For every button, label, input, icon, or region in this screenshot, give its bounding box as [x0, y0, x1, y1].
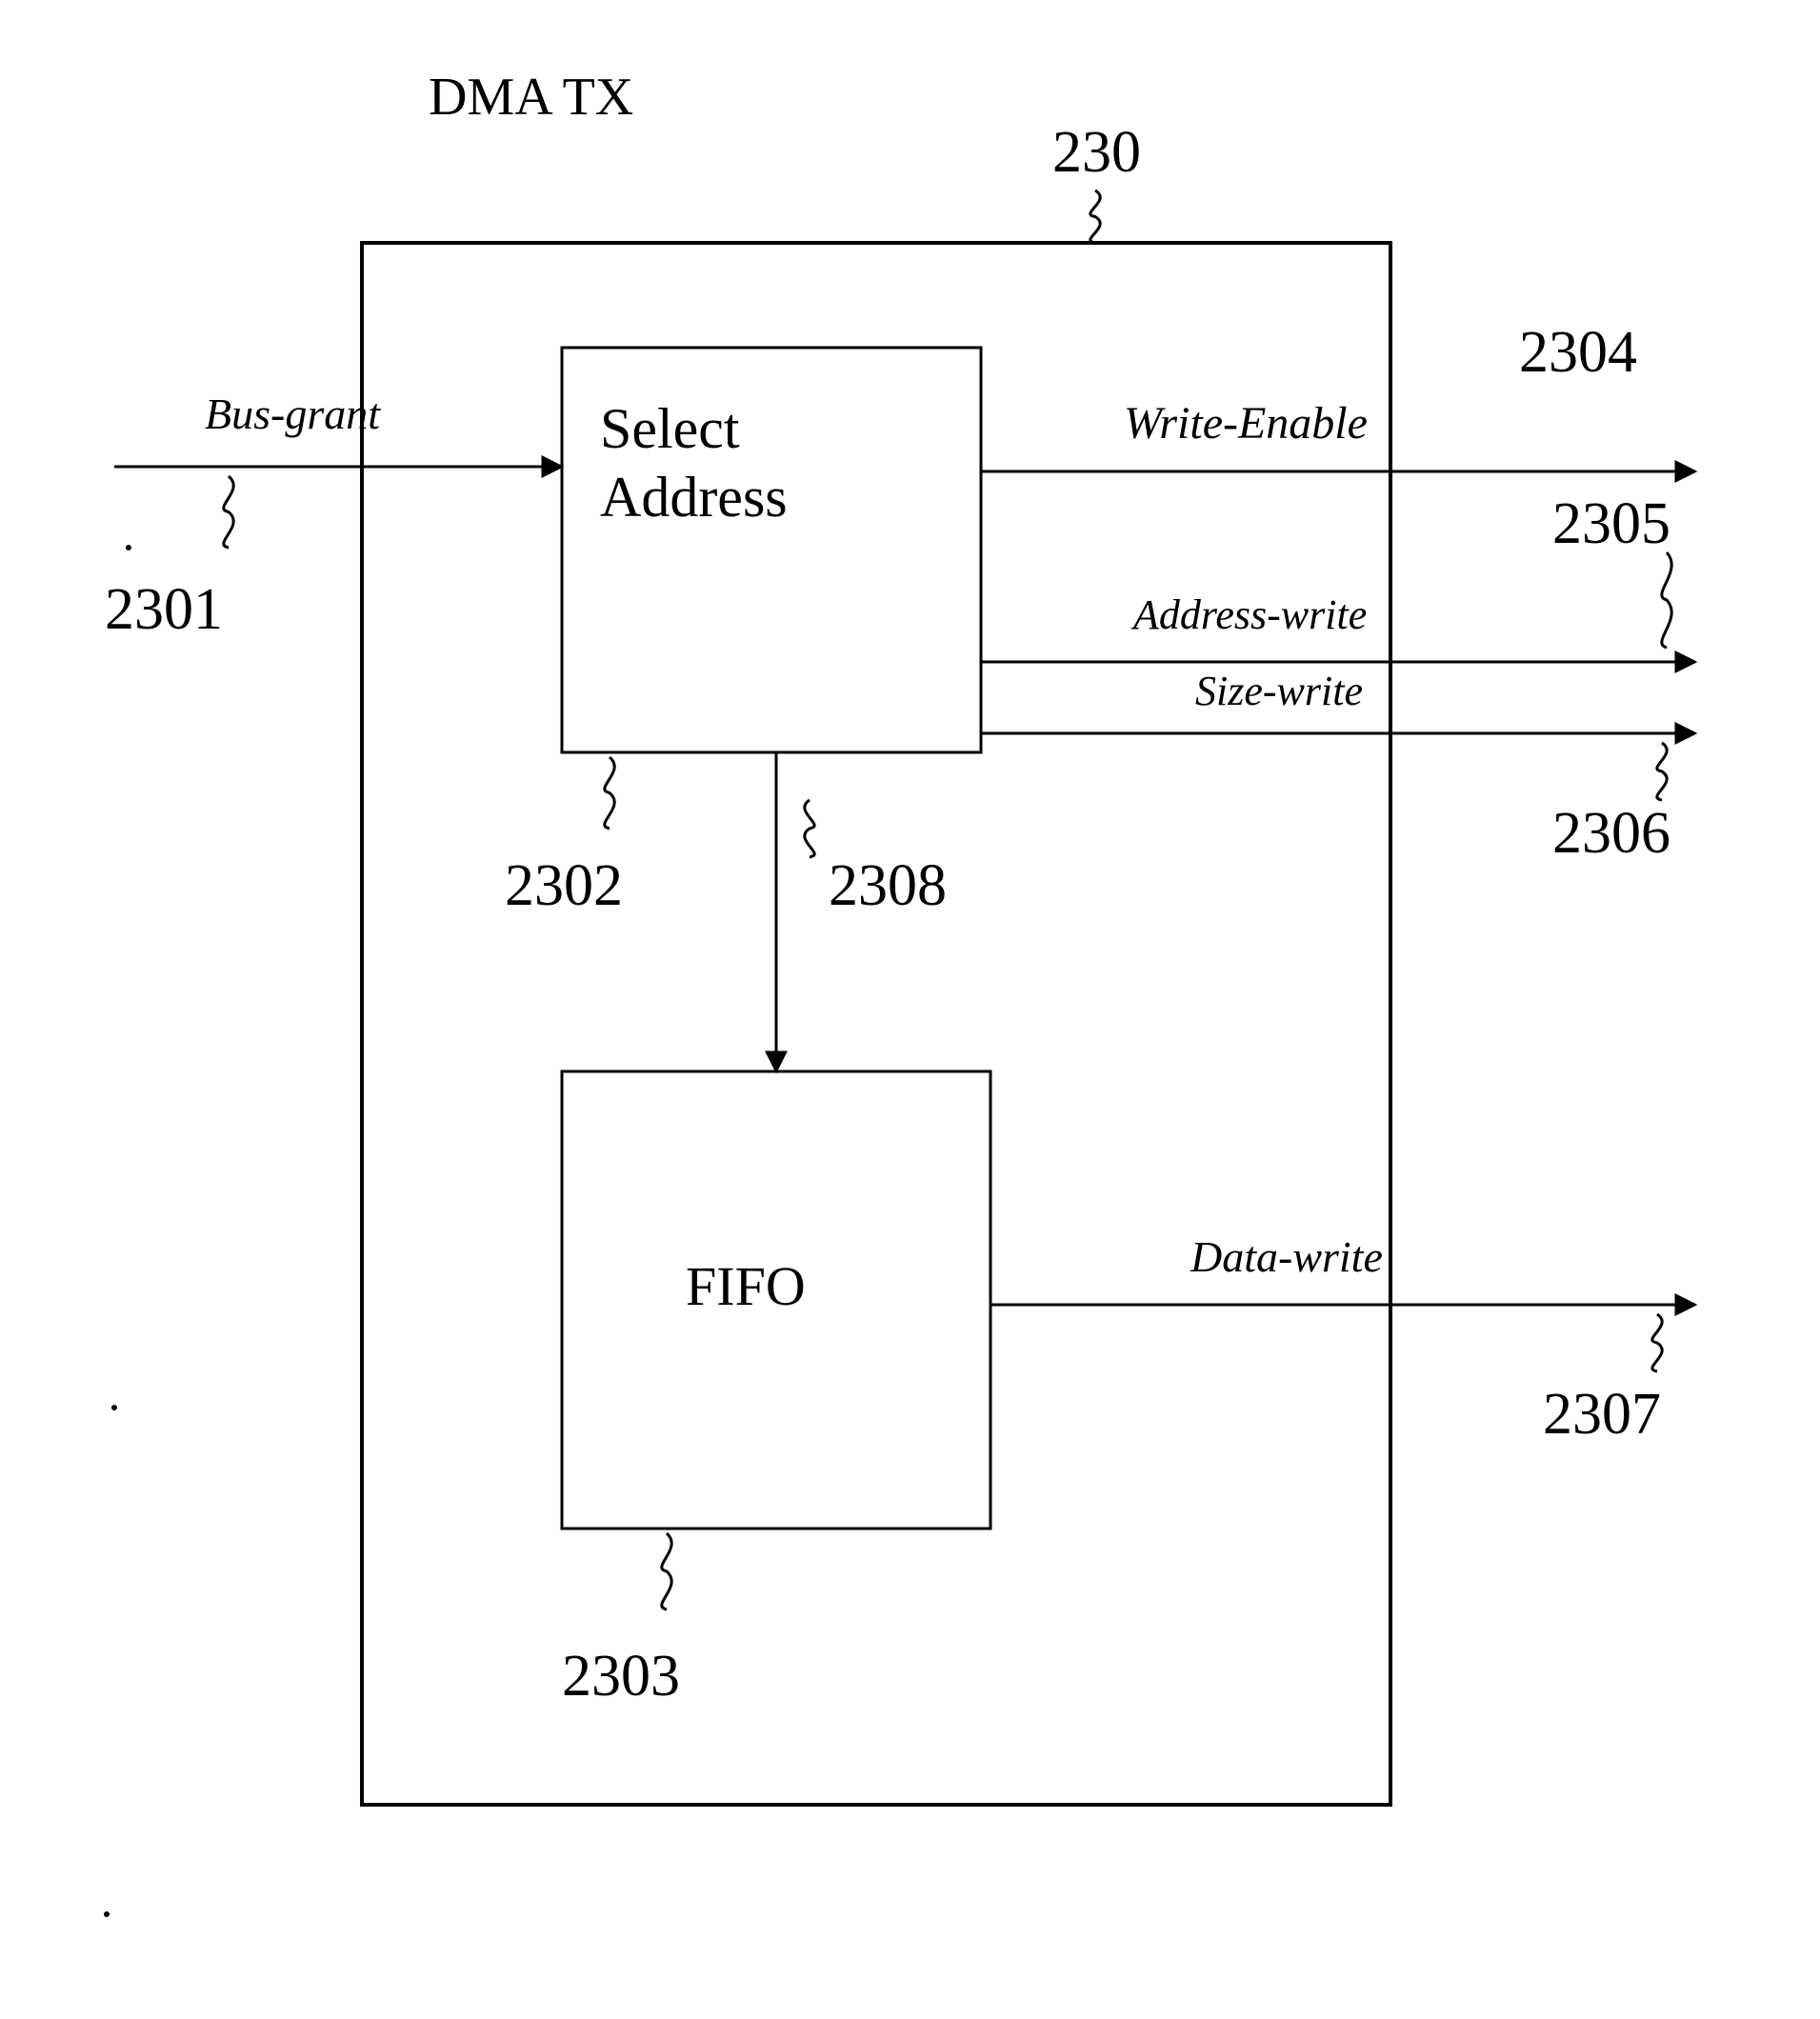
- svg-text:Select: Select: [600, 397, 740, 460]
- svg-text:Write-Enable: Write-Enable: [1124, 398, 1368, 449]
- svg-text:Bus-grant: Bus-grant: [205, 390, 381, 438]
- svg-text:2302: 2302: [505, 853, 623, 918]
- svg-text:2307: 2307: [1543, 1382, 1661, 1447]
- svg-text:2303: 2303: [562, 1644, 680, 1709]
- svg-text:2301: 2301: [105, 577, 223, 642]
- dma-tx-diagram: DMA TX SelectAddress FIFO Bus-grant Write-En…: [0, 0, 1820, 2019]
- svg-text:Address: Address: [600, 466, 788, 529]
- svg-text:230: 230: [1052, 120, 1141, 185]
- svg-text:2306: 2306: [1552, 801, 1670, 866]
- svg-text:FIFO: FIFO: [686, 1255, 806, 1317]
- svg-text:2305: 2305: [1552, 491, 1670, 556]
- svg-text:Data-write: Data-write: [1190, 1232, 1383, 1281]
- svg-text:Size-write: Size-write: [1195, 668, 1363, 714]
- svg-text:DMA TX: DMA TX: [429, 68, 633, 127]
- svg-text:2308: 2308: [829, 853, 947, 918]
- svg-text:2304: 2304: [1519, 320, 1637, 385]
- svg-text:Address-write: Address-write: [1130, 591, 1367, 638]
